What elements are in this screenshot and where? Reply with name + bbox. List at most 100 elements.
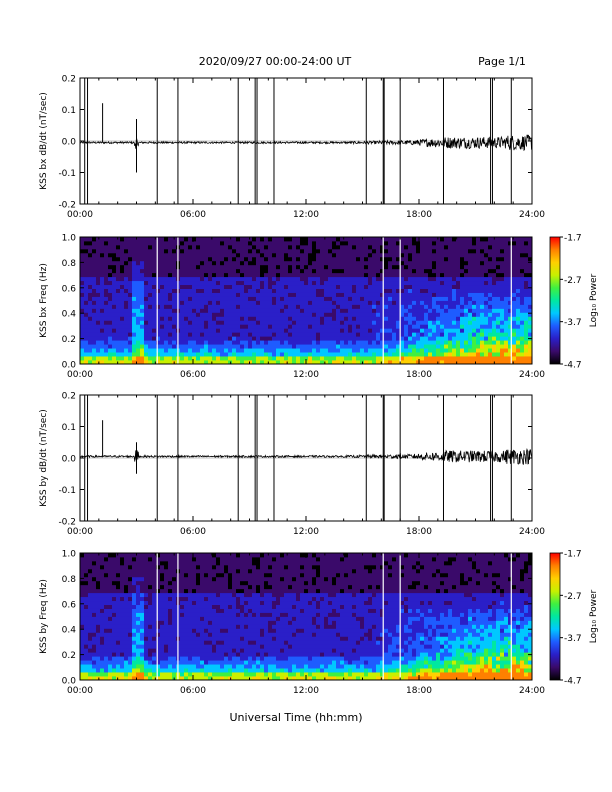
spectrogram-cell	[436, 284, 441, 289]
spectrogram-cell	[344, 352, 349, 357]
spectrogram-cell	[520, 296, 525, 301]
spectrogram-cell	[208, 312, 213, 317]
spectrogram-cell	[112, 600, 117, 605]
spectrogram-cell	[168, 252, 173, 258]
spectrogram-cell	[316, 316, 321, 321]
spectrogram-cell	[524, 292, 529, 297]
spectrogram-cell	[224, 260, 229, 266]
spectrogram-cell	[472, 296, 477, 301]
spectrogram-cell	[408, 352, 413, 357]
spectrogram-cell	[272, 268, 277, 274]
spectrogram-cell	[156, 340, 161, 345]
spectrogram-cell	[192, 237, 197, 242]
spectrogram-cell	[408, 340, 413, 345]
spectrogram-cell	[168, 580, 173, 586]
spectrogram-cell	[508, 272, 513, 278]
spectrogram-cell	[148, 620, 153, 625]
spectrogram-cell	[80, 308, 85, 313]
spectrogram-cell	[468, 272, 473, 278]
spectrogram-cell	[292, 260, 297, 266]
spectrogram-cell	[88, 624, 93, 629]
spectrogram-cell	[156, 656, 161, 661]
spectrogram-cell	[196, 336, 201, 341]
spectrogram-cell	[108, 624, 113, 629]
spectrogram-cell	[320, 296, 325, 301]
spectrogram-cell	[480, 360, 485, 365]
spectrogram-cell	[84, 344, 89, 349]
spectrogram-cell	[96, 237, 101, 242]
spectrogram-cell	[272, 272, 277, 278]
spectrogram-cell	[100, 324, 105, 329]
spectrogram-cell	[424, 272, 429, 278]
spectrogram-cell	[132, 252, 137, 258]
spectrogram-cell	[504, 352, 509, 357]
spectrogram-cell	[308, 344, 313, 349]
spectrogram-cell	[424, 244, 429, 250]
spectrogram-cell	[108, 636, 113, 641]
spectrogram-cell	[460, 264, 465, 270]
spectrogram-cell	[180, 588, 185, 594]
spectrogram-cell	[484, 240, 489, 246]
spectrogram-cell	[136, 624, 141, 629]
spectrogram-cell	[280, 328, 285, 333]
spectrogram-cell	[184, 553, 189, 558]
spectrogram-cell	[516, 252, 521, 258]
spectrogram-cell	[384, 268, 389, 274]
spectrogram-cell	[528, 252, 533, 258]
x-tick-label: 12:00	[293, 370, 319, 380]
spectrogram-cell	[368, 248, 373, 254]
spectrogram-cell	[92, 652, 97, 657]
spectrogram-cell	[136, 584, 141, 590]
spectrogram-cell	[364, 332, 369, 337]
spectrogram-cell	[260, 248, 265, 254]
spectrogram-cell	[100, 564, 105, 570]
spectrogram-cell	[512, 356, 517, 361]
spectrogram-cell	[400, 244, 405, 250]
spectrogram-cell	[260, 336, 265, 341]
spectrogram-cell	[288, 244, 293, 250]
spectrogram-cell	[448, 360, 453, 365]
spectrogram-cell	[172, 340, 177, 345]
spectrogram-cell	[160, 356, 165, 361]
spectrogram-cell	[368, 356, 373, 361]
spectrogram-cell	[216, 304, 221, 309]
spectrogram-cell	[84, 316, 89, 321]
spectrogram-cell	[232, 352, 237, 357]
spectrogram-cell	[96, 280, 101, 286]
spectrogram-cell	[464, 344, 469, 349]
spectrogram-cell	[412, 280, 417, 286]
spectrogram-cell	[452, 312, 457, 317]
spectrogram-cell	[324, 316, 329, 321]
spectrogram-cell	[216, 636, 221, 641]
spectrogram-cell	[488, 296, 493, 301]
spectrogram-cell	[384, 348, 389, 353]
spectrogram-cell	[436, 268, 441, 274]
spectrogram-cell	[504, 324, 509, 329]
y-tick-label: -0.2	[58, 518, 76, 528]
spectrogram-cell	[324, 288, 329, 293]
spectrogram-cell	[384, 272, 389, 278]
spectrogram-cell	[144, 332, 149, 337]
spectrogram-cell	[284, 248, 289, 254]
spectrogram-cell	[120, 604, 125, 609]
spectrogram-cell	[240, 348, 245, 353]
spectrogram-cell	[276, 312, 281, 317]
spectrogram-cell	[452, 356, 457, 361]
spectrogram-cell	[524, 304, 529, 309]
spectrogram-cell	[160, 576, 165, 582]
spectrogram-cell	[160, 564, 165, 570]
spectrogram-cell	[152, 276, 157, 282]
spectrogram-cell	[204, 664, 209, 669]
spectrogram-cell	[216, 284, 221, 289]
spectrogram-cell	[344, 300, 349, 305]
spectrogram-cell	[288, 308, 293, 313]
spectrogram-cell	[448, 276, 453, 282]
spectrogram-cell	[348, 304, 353, 309]
spectrogram-cell	[92, 296, 97, 301]
spectrogram-cell	[528, 304, 533, 309]
spectrogram-cell	[304, 324, 309, 329]
spectrogram-cell	[204, 596, 209, 602]
spectrogram-cell	[364, 244, 369, 250]
spectrogram-cell	[100, 580, 105, 586]
spectrogram-cell	[292, 292, 297, 297]
